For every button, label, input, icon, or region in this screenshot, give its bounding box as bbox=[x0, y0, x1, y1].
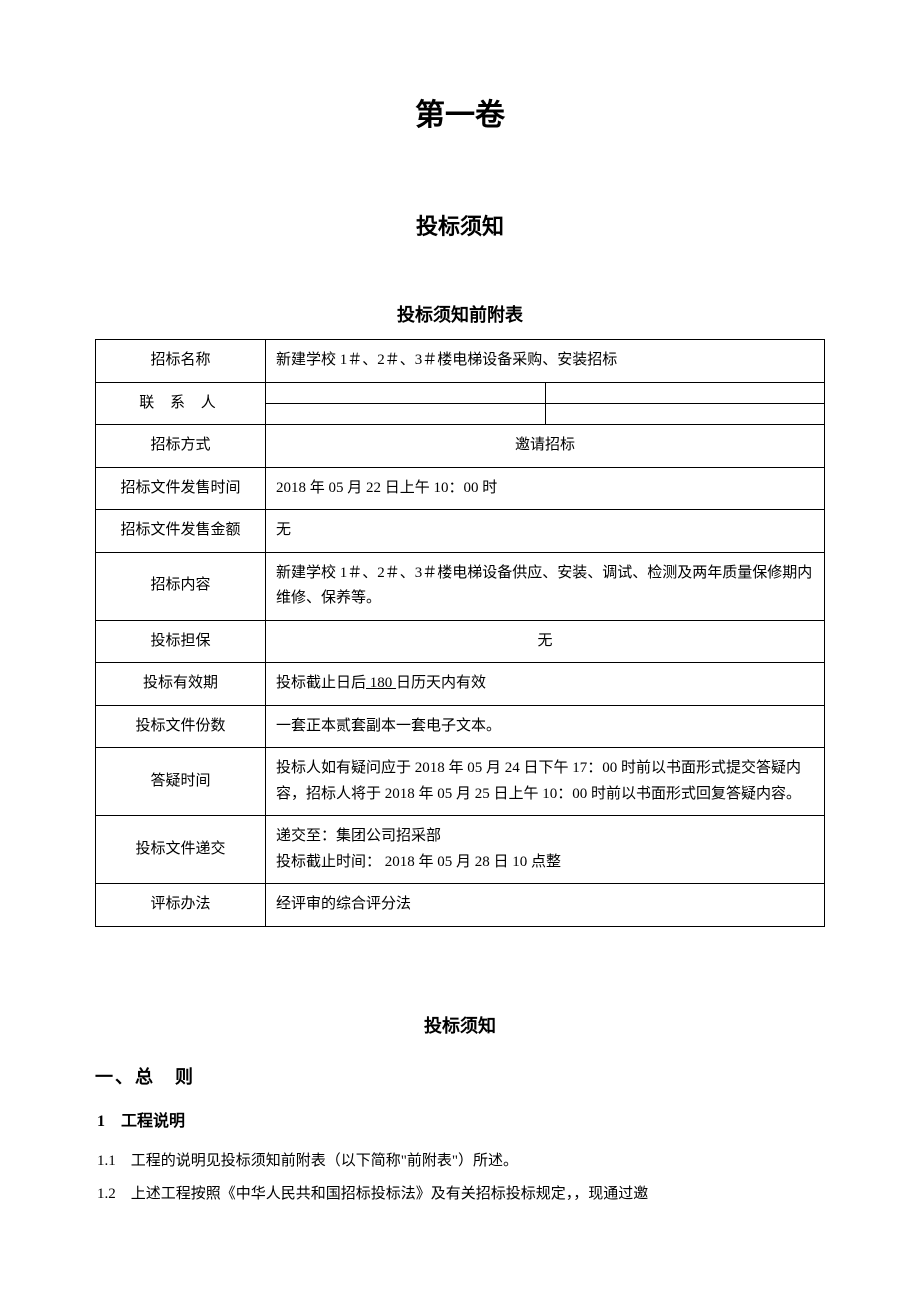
appendix-table: 招标名称 新建学校 1＃、2＃、3＃楼电梯设备采购、安装招标 联 系 人 招标方… bbox=[95, 339, 825, 927]
item-1-2: 1.2 上述工程按照《中华人民共和国招标投标法》及有关招标投标规定，，现通过邀 bbox=[95, 1178, 825, 1211]
table-label-tender-name: 招标名称 bbox=[96, 340, 266, 383]
subsection-1-heading: 1 工程说明 bbox=[95, 1107, 825, 1131]
table-label-submit: 投标文件递交 bbox=[96, 816, 266, 884]
table-label-eval: 评标办法 bbox=[96, 884, 266, 927]
table-row: 投标有效期 投标截止日后 180 日历天内有效 bbox=[96, 663, 825, 706]
table-row: 联 系 人 bbox=[96, 382, 825, 403]
submit-line1: 递交至：集团公司招采部 bbox=[276, 828, 441, 844]
table-value-doc-sale-amount: 无 bbox=[266, 510, 825, 553]
table-label-method: 招标方式 bbox=[96, 425, 266, 468]
table-row: 投标担保 无 bbox=[96, 620, 825, 663]
table-row: 答疑时间 投标人如有疑问应于 2018 年 05 月 24 日下午 17：00 … bbox=[96, 748, 825, 816]
table-value-doc-sale-time: 2018 年 05 月 22 日上午 10：00 时 bbox=[266, 467, 825, 510]
validity-prefix: 投标截止日后 bbox=[276, 675, 366, 691]
table-value-eval: 经评审的综合评分法 bbox=[266, 884, 825, 927]
appendix-title: 投标须知前附表 bbox=[95, 301, 825, 327]
table-label-qa: 答疑时间 bbox=[96, 748, 266, 816]
table-row: 招标名称 新建学校 1＃、2＃、3＃楼电梯设备采购、安装招标 bbox=[96, 340, 825, 383]
table-value-contact-1 bbox=[266, 382, 546, 403]
table-row: 招标方式 邀请招标 bbox=[96, 425, 825, 468]
validity-days: 180 bbox=[366, 675, 396, 691]
contact-label-text: 联 系 人 bbox=[139, 395, 222, 411]
table-label-doc-sale-amount: 招标文件发售金额 bbox=[96, 510, 266, 553]
table-row: 招标文件发售金额 无 bbox=[96, 510, 825, 553]
table-value-content: 新建学校 1＃、2＃、3＃楼电梯设备供应、安装、调试、检测及两年质量保修期内维修… bbox=[266, 552, 825, 620]
table-row: 评标办法 经评审的综合评分法 bbox=[96, 884, 825, 927]
table-label-guarantee: 投标担保 bbox=[96, 620, 266, 663]
table-value-qa: 投标人如有疑问应于 2018 年 05 月 24 日下午 17：00 时前以书面… bbox=[266, 748, 825, 816]
volume-title: 第一卷 bbox=[95, 90, 825, 134]
table-label-contact: 联 系 人 bbox=[96, 382, 266, 425]
table-value-contact-3 bbox=[266, 403, 546, 424]
table-value-submit: 递交至：集团公司招采部投标截止时间： 2018 年 05 月 28 日 10 点… bbox=[266, 816, 825, 884]
table-label-content: 招标内容 bbox=[96, 552, 266, 620]
table-value-copies: 一套正本贰套副本一套电子文本。 bbox=[266, 705, 825, 748]
table-row: 招标内容 新建学校 1＃、2＃、3＃楼电梯设备供应、安装、调试、检测及两年质量保… bbox=[96, 552, 825, 620]
table-row: 投标文件递交 递交至：集团公司招采部投标截止时间： 2018 年 05 月 28… bbox=[96, 816, 825, 884]
table-value-tender-name: 新建学校 1＃、2＃、3＃楼电梯设备采购、安装招标 bbox=[266, 340, 825, 383]
table-row: 招标文件发售时间 2018 年 05 月 22 日上午 10：00 时 bbox=[96, 467, 825, 510]
table-label-doc-sale-time: 招标文件发售时间 bbox=[96, 467, 266, 510]
table-value-validity: 投标截止日后 180 日历天内有效 bbox=[266, 663, 825, 706]
submit-line2: 投标截止时间： 2018 年 05 月 28 日 10 点整 bbox=[276, 854, 561, 870]
table-label-copies: 投标文件份数 bbox=[96, 705, 266, 748]
table-value-contact-2 bbox=[546, 382, 825, 403]
table-label-validity: 投标有效期 bbox=[96, 663, 266, 706]
table-row: 投标文件份数 一套正本贰套副本一套电子文本。 bbox=[96, 705, 825, 748]
table-value-method: 邀请招标 bbox=[266, 425, 825, 468]
table-value-guarantee: 无 bbox=[266, 620, 825, 663]
validity-suffix: 日历天内有效 bbox=[396, 675, 486, 691]
table-value-contact-4 bbox=[546, 403, 825, 424]
item-1-1: 1.1 工程的说明见投标须知前附表（以下简称"前附表"）所述。 bbox=[95, 1145, 825, 1178]
notice-title: 投标须知 bbox=[95, 209, 825, 241]
section-1-heading: 一、总 则 bbox=[95, 1063, 825, 1089]
notice-title-2: 投标须知 bbox=[95, 1012, 825, 1038]
